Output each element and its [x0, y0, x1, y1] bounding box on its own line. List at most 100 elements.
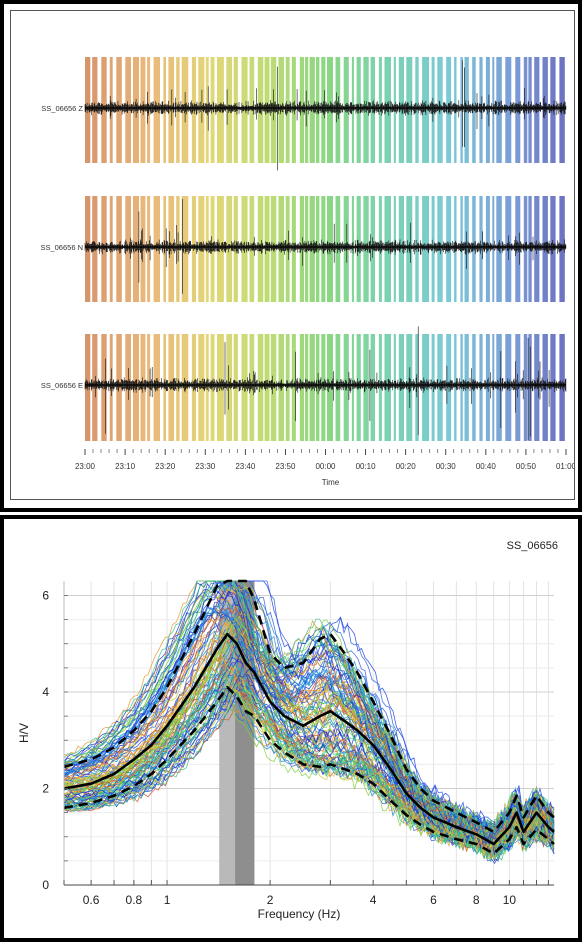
- time-window-band: [109, 334, 113, 441]
- window-hv-curve: [63, 604, 555, 841]
- waveform-plot-frame: SS_06656 Z SS_06656 N SS_06656 E 23:00 23:10…: [10, 10, 575, 500]
- time-window-band: [485, 334, 490, 441]
- time-window-band: [422, 334, 430, 441]
- hv-panel: 0.6 0.8 1 2 4 6 8 10 0 2 4 6 Frequency (Hz) H/V SS_066…: [0, 515, 582, 942]
- y-tick-label: 4: [42, 685, 49, 699]
- time-window-band: [505, 57, 512, 163]
- time-window-band: [363, 334, 369, 441]
- time-window-band: [351, 334, 354, 441]
- x-tick-label: 01:00: [556, 462, 574, 471]
- time-window-band: [321, 334, 326, 441]
- time-window-band: [534, 334, 540, 441]
- y-tick-label: 6: [42, 588, 49, 602]
- time-window-band: [496, 57, 502, 163]
- window-hv-curve: [63, 607, 555, 838]
- time-window-band: [316, 334, 320, 441]
- time-window-band: [321, 196, 326, 302]
- x-tick-label: 00:30: [436, 462, 457, 471]
- minor-ticks: [92, 449, 559, 453]
- time-window-band: [116, 57, 122, 163]
- time-window-band: [285, 334, 290, 441]
- x-tick-label: 23:30: [195, 462, 216, 471]
- time-window-band: [299, 196, 304, 302]
- window-hv-curve: [63, 588, 555, 844]
- x-tick-label: 23:50: [275, 462, 296, 471]
- x-tick-label: 00:40: [476, 462, 497, 471]
- window-hv-curve: [63, 668, 555, 852]
- x-tick-label: 0.8: [126, 893, 143, 907]
- time-window-band: [217, 196, 224, 302]
- x-tick-label: 00:00: [315, 462, 336, 471]
- time-window-band: [415, 196, 419, 302]
- time-window-band: [384, 196, 391, 302]
- window-hv-curve: [63, 689, 555, 860]
- window-hv-curve: [63, 580, 555, 839]
- window-hv-curve: [63, 668, 555, 855]
- waveform-chart: SS_06656 Z SS_06656 N SS_06656 E 23:00 23:10…: [40, 57, 574, 487]
- time-window-band: [431, 334, 435, 441]
- waveform-trace: [84, 326, 567, 441]
- time-window-band: [415, 57, 419, 163]
- time-window-band: [496, 334, 502, 441]
- x-tick-label: 23:40: [235, 462, 256, 471]
- x-axis-label: Frequency (Hz): [258, 907, 341, 921]
- window-hv-curve: [63, 649, 555, 856]
- window-hv-curve: [63, 657, 555, 858]
- time-window-band: [446, 57, 452, 163]
- time-window-band: [363, 57, 369, 163]
- time-window-band: [384, 57, 391, 163]
- time-window-band: [384, 334, 391, 441]
- time-window-band: [534, 57, 540, 163]
- trace-label: SS_06656 Z: [41, 104, 83, 113]
- window-hv-curve: [63, 580, 555, 832]
- y-axis-label: H/V: [17, 723, 31, 743]
- x-axis-label: Time: [322, 478, 340, 487]
- time-window-band: [496, 196, 502, 302]
- time-window-band: [316, 196, 320, 302]
- time-window-band: [454, 334, 457, 441]
- time-window-band: [321, 57, 326, 163]
- time-window-band: [291, 334, 296, 441]
- time-window-band: [305, 334, 309, 441]
- mean-plus-std-curve: [63, 579, 555, 834]
- station-label: SS_06656: [507, 540, 558, 552]
- x-tick-label: 23:10: [115, 462, 136, 471]
- x-tick-label: 23:20: [155, 462, 176, 471]
- time-window-band: [446, 196, 452, 302]
- x-tick-label: 0.6: [83, 893, 100, 907]
- waveform-panel: SS_06656 Z SS_06656 N SS_06656 E 23:00 23:10…: [0, 0, 582, 512]
- time-window-band: [550, 57, 556, 163]
- time-window-band: [109, 196, 113, 302]
- y-tick-label: 2: [42, 781, 49, 795]
- time-window-band: [109, 57, 113, 163]
- time-window-band: [446, 334, 452, 441]
- mean-minus-std-curve: [63, 685, 555, 855]
- time-window-band: [316, 57, 320, 163]
- window-hv-curve: [63, 582, 555, 840]
- waveform-trace: [84, 60, 567, 171]
- time-window-band: [550, 334, 556, 441]
- x-tick-label: 8: [473, 893, 480, 907]
- x-tick-label: 1: [164, 893, 171, 907]
- trace-label: SS_06656 E: [41, 381, 83, 390]
- waveform-trace: [84, 199, 567, 294]
- time-window-band: [485, 57, 490, 163]
- x-tick-label: 4: [370, 893, 377, 907]
- time-window-band: [534, 196, 540, 302]
- time-window-band: [485, 196, 490, 302]
- x-tick-label: 00:20: [396, 462, 417, 471]
- time-window-band: [406, 57, 413, 163]
- trace-label: SS_06656 N: [40, 243, 83, 252]
- time-window-band: [264, 334, 270, 441]
- time-window-band: [217, 334, 224, 441]
- time-window-band: [285, 57, 290, 163]
- mean-hv-curve: [63, 632, 555, 846]
- x-tick-label: 6: [430, 893, 437, 907]
- time-window-band: [363, 196, 369, 302]
- time-window-band: [217, 57, 224, 163]
- window-hv-curve: [63, 584, 555, 840]
- time-window-band: [270, 334, 277, 441]
- time-window-band: [198, 57, 205, 163]
- time-window-band: [398, 196, 404, 302]
- y-tick-label: 0: [42, 878, 49, 892]
